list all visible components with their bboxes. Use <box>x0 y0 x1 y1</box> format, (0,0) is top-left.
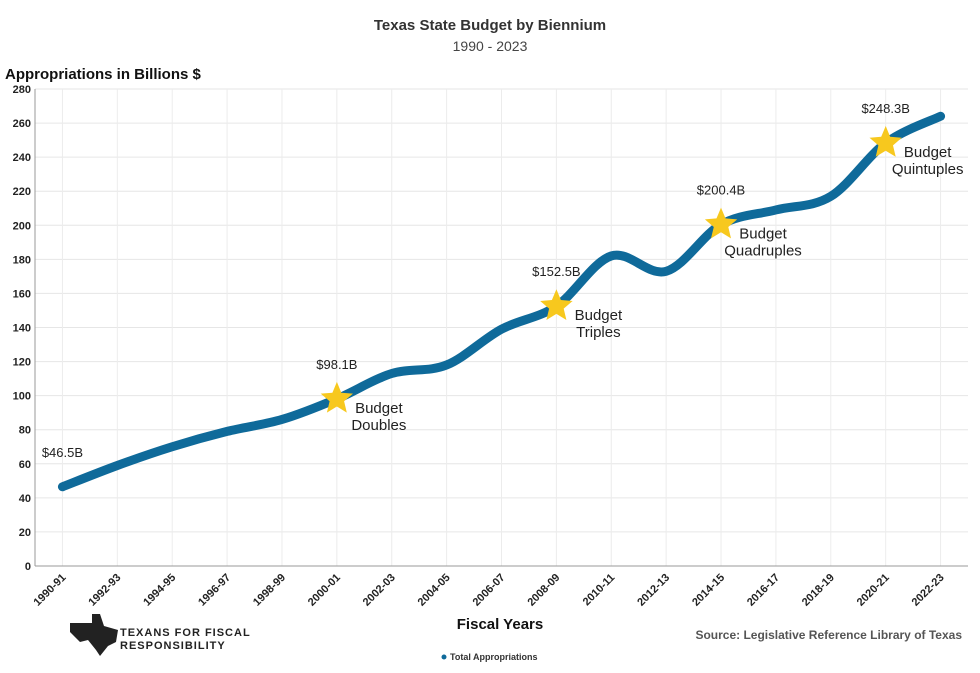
source-note: Source: Legislative Reference Library of… <box>695 628 962 642</box>
x-tick-label: 1994-95 <box>141 572 178 609</box>
annotation: Budget Quintuples <box>892 144 964 178</box>
x-tick-label: 1996-97 <box>196 572 233 609</box>
star-marker <box>320 381 353 413</box>
y-tick-label: 260 <box>13 118 31 130</box>
logo: TEXANS FOR FISCAL RESPONSIBILITY <box>70 614 251 656</box>
x-tick-label: 2016-17 <box>745 572 782 609</box>
logo-text: RESPONSIBILITY <box>120 640 226 652</box>
x-tick-label: 2006-07 <box>471 572 508 609</box>
y-tick-label: 220 <box>13 186 31 198</box>
value-label: $98.1B <box>316 357 357 372</box>
y-tick-label: 120 <box>13 357 31 369</box>
x-tick-label: 2000-01 <box>306 572 343 609</box>
y-tick-label: 100 <box>13 391 31 403</box>
value-label: $248.3B <box>861 101 909 116</box>
value-label: $46.5B <box>42 445 83 460</box>
y-tick-label: 140 <box>13 323 31 335</box>
x-tick-label: 2004-05 <box>416 572 453 609</box>
chart-title: Texas State Budget by Biennium <box>374 17 606 34</box>
x-tick-label: 2008-09 <box>525 572 562 609</box>
y-tick-label: 80 <box>19 425 31 437</box>
legend-marker <box>441 654 447 660</box>
y-tick-label: 20 <box>19 527 31 539</box>
x-tick-label: 2018-19 <box>800 572 837 609</box>
star-marker <box>869 126 902 157</box>
logo-shape <box>70 614 118 656</box>
logo-text: TEXANS FOR FISCAL <box>120 627 251 639</box>
data-line <box>57 111 946 492</box>
y-axis-label: Appropriations in Billions $ <box>5 66 202 83</box>
annotation: Budget Quadruples <box>724 226 802 260</box>
y-tick-label: 180 <box>13 254 31 266</box>
star-marker <box>704 207 738 239</box>
y-tick-label: 160 <box>13 288 31 300</box>
y-tick-label: 240 <box>13 152 31 164</box>
x-tick-label: 1990-91 <box>32 572 69 609</box>
x-tick-label: 2014-15 <box>690 572 727 609</box>
y-tick-label: 200 <box>13 220 31 232</box>
value-label: $152.5B <box>532 264 580 279</box>
y-tick-label: 280 <box>13 84 31 96</box>
x-tick-label: 2012-13 <box>635 572 672 609</box>
annotation: Budget Doubles <box>351 400 406 434</box>
x-tick-label: 1992-93 <box>86 572 123 609</box>
value-label: $200.4B <box>697 183 745 198</box>
x-tick-label: 2002-03 <box>361 572 398 609</box>
chart-subtitle: 1990 - 2023 <box>453 38 528 54</box>
x-tick-label: 1998-99 <box>251 572 288 609</box>
x-axis-label: Fiscal Years <box>457 616 543 633</box>
y-tick-label: 60 <box>19 459 31 471</box>
legend-label: Total Appropriations <box>450 652 538 662</box>
y-tick-label: 40 <box>19 493 31 505</box>
x-tick-label: 2010-11 <box>581 572 618 609</box>
y-tick-label: 0 <box>25 561 31 573</box>
x-tick-label: 2020-21 <box>855 572 892 609</box>
star-marker <box>540 289 573 320</box>
annotation: Budget Triples <box>575 307 623 341</box>
x-tick-label: 2022-23 <box>910 572 947 609</box>
